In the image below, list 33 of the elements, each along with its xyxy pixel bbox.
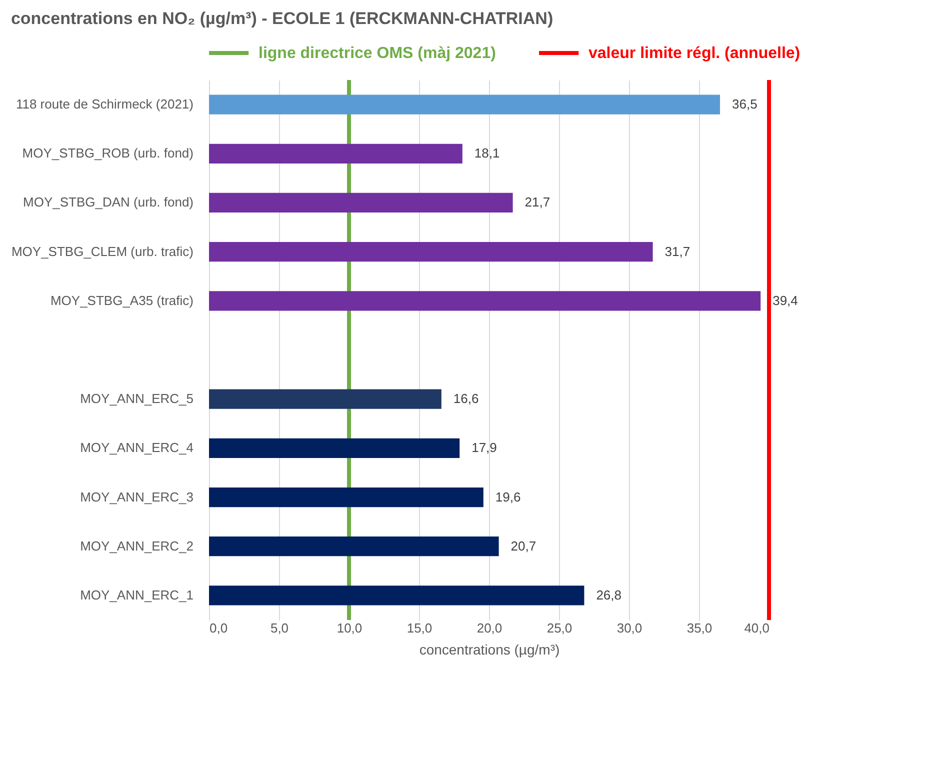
x-tick-label: 10,0 xyxy=(336,620,362,636)
x-tick-label: 40,0 xyxy=(744,620,770,636)
x-tick-label: 25,0 xyxy=(546,620,572,636)
y-tick-label: MOY_STBG_DAN (urb. fond) xyxy=(23,194,194,210)
data-label: 20,7 xyxy=(510,538,536,554)
x-axis-title: concentrations (µg/m³) xyxy=(419,642,560,658)
data-label: 26,8 xyxy=(596,587,622,602)
x-tick-label: 35,0 xyxy=(686,620,712,636)
y-tick-label: MOY_ANN_ERC_1 xyxy=(80,587,194,602)
x-tick-label: 0,0 xyxy=(210,620,228,636)
data-label: 19,6 xyxy=(495,489,521,504)
data-label: 16,6 xyxy=(453,391,479,406)
data-label: 21,7 xyxy=(524,194,550,210)
y-tick-label: MOY_STBG_A35 (trafic) xyxy=(50,292,194,308)
data-label: 39,4 xyxy=(772,292,798,308)
y-tick-label: MOY_ANN_ERC_3 xyxy=(80,489,194,504)
legend-label: valeur limite régl. (annuelle) xyxy=(588,45,800,62)
x-tick-label: 30,0 xyxy=(616,620,642,636)
y-tick-label: 118 route de Schirmeck (2021) xyxy=(16,96,194,112)
y-tick-label: MOY_STBG_CLEM (urb. trafic) xyxy=(11,244,194,259)
y-tick-label: MOY_ANN_ERC_5 xyxy=(80,391,194,406)
y-tick-label: MOY_STBG_ROB (urb. fond) xyxy=(22,146,194,161)
x-tick-label: 20,0 xyxy=(476,620,502,636)
x-tick-label: 5,0 xyxy=(270,620,289,636)
data-label: 17,9 xyxy=(472,440,497,456)
data-label: 18,1 xyxy=(474,146,500,161)
y-tick-label: MOY_ANN_ERC_2 xyxy=(80,538,194,554)
data-label: 36,5 xyxy=(732,96,758,112)
chart-title: concentrations en NO₂ (µg/m³) - ECOLE 1 (ERCKMANN-CHATRIAN) xyxy=(10,9,554,28)
x-tick-label: 15,0 xyxy=(406,620,432,636)
data-label: 31,7 xyxy=(664,244,690,259)
legend-label: ligne directrice OMS (màj 2021) xyxy=(258,45,496,62)
y-tick-label: MOY_ANN_ERC_4 xyxy=(80,440,194,456)
